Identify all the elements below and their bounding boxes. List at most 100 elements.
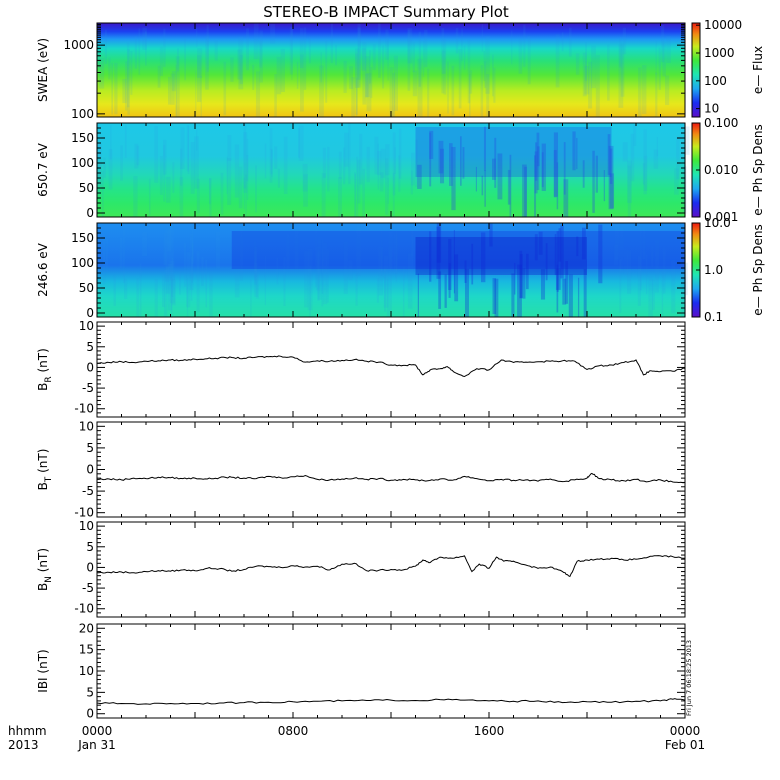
spectrogram-streak — [389, 67, 394, 117]
spectrogram-streak — [162, 272, 165, 308]
spectrogram-streak — [238, 166, 243, 209]
spectrogram-streak — [424, 29, 428, 68]
spectrogram-streak — [540, 269, 546, 300]
spectrogram-streak — [483, 51, 485, 81]
spectrogram-streak — [622, 27, 627, 55]
spectrogram-streak — [171, 71, 176, 92]
spectrogram-streak — [639, 224, 642, 291]
spectrogram-streak — [492, 54, 494, 97]
spectrogram-streak — [243, 132, 248, 193]
spectrogram-streak — [246, 28, 249, 71]
x-corner-label-year: 2013 — [8, 738, 39, 752]
spectrogram-streak — [436, 226, 441, 279]
spectrogram-streak — [325, 40, 328, 103]
spectrogram-streak — [351, 77, 355, 117]
spectrogram-streak — [269, 128, 273, 183]
spectrogram-streak — [582, 160, 585, 188]
spectrogram-streak — [134, 35, 138, 69]
spectrogram-streak — [483, 126, 486, 171]
spectrogram-streak — [196, 55, 202, 102]
swea-colorbar-label: e— Flux — [751, 46, 765, 94]
y-tick-label: 100 — [71, 107, 94, 121]
spectrogram-streak — [366, 72, 372, 112]
spectrogram-streak — [595, 55, 600, 117]
spectrogram-streak — [411, 226, 414, 257]
pad-650-spectrogram-panel: 0 50 100 150 650.7 eV 0.001 0.010 0.100 e— Ph Sp… — [36, 116, 765, 224]
spectrogram-streak — [170, 277, 173, 317]
y-tick-label: 150 — [71, 231, 94, 245]
spectrogram-streak — [264, 256, 266, 306]
y-tick-label: 5 — [86, 540, 94, 554]
spectrogram-streak — [191, 243, 194, 264]
spectrogram-streak — [184, 38, 186, 81]
y-tick-label: 100 — [71, 256, 94, 270]
spectrogram-streak — [349, 66, 353, 89]
spectrogram-streak — [357, 159, 361, 204]
y-tick-label: 10 — [79, 319, 94, 333]
y-tick-label: 20 — [79, 621, 94, 635]
spectrogram-streak — [205, 259, 208, 308]
spectrogram-streak — [165, 230, 169, 282]
spectrogram-streak — [655, 40, 657, 75]
spectrogram-streak — [223, 61, 227, 116]
spectrogram-streak — [481, 24, 483, 52]
y-tick-label: 5 — [86, 340, 94, 354]
spectrogram-streak — [378, 23, 381, 78]
y-tick-label: 0 — [86, 463, 94, 477]
spectrogram-streak — [585, 42, 587, 81]
spectrogram-streak — [184, 243, 187, 287]
br-panel: -10 -5 0 5 10 BR (nT) — [36, 319, 686, 418]
spectrogram-streak — [448, 238, 452, 291]
spectrogram-streak — [169, 224, 174, 269]
spectrogram-streak — [381, 227, 383, 276]
spectrogram-streak — [317, 251, 320, 301]
bmag-line — [96, 698, 686, 705]
spectrogram-streak — [441, 28, 445, 94]
spectrogram-streak — [253, 23, 259, 60]
swea-ylabel: SWEA (eV) — [36, 38, 50, 102]
spectrogram-streak — [671, 260, 676, 314]
spectrogram-streak — [398, 155, 401, 192]
bt-frame — [96, 421, 686, 518]
spectrogram-streak — [572, 131, 576, 171]
spectrogram-streak — [641, 65, 647, 115]
spectrogram-streak — [206, 24, 209, 72]
spectrogram-streak — [243, 123, 247, 189]
spectrogram-streak — [356, 156, 359, 217]
spectrogram-streak — [463, 45, 466, 70]
spectrogram-streak — [353, 172, 356, 217]
spectrogram-streak — [286, 233, 290, 270]
spectrogram-streak — [245, 174, 247, 217]
spectrogram-streak — [108, 57, 111, 80]
spectrogram-streak — [656, 137, 658, 157]
spectrogram-streak — [534, 151, 538, 194]
spectrogram-streak — [489, 223, 493, 247]
spectrogram-streak — [159, 46, 163, 77]
spectrogram-streak — [322, 147, 327, 178]
spectrogram-streak — [507, 169, 511, 205]
spectrogram-streak — [99, 58, 105, 89]
spectrogram-streak — [176, 48, 179, 72]
spectrogram-streak — [562, 278, 567, 305]
spectrogram-streak — [393, 234, 398, 274]
x-corner-label-hhmm: hhmm — [8, 724, 47, 738]
spectrogram-streak — [480, 65, 484, 117]
br-line — [96, 355, 686, 378]
spectrogram-streak — [227, 134, 232, 161]
spectrogram-streak — [519, 250, 523, 299]
spectrogram-streak — [276, 56, 282, 95]
spectrogram-streak — [280, 48, 285, 93]
spectrogram-streak — [250, 279, 252, 317]
spectrogram-streak — [209, 273, 213, 317]
spectrogram-streak — [565, 260, 569, 304]
spectrogram-streak — [556, 264, 559, 313]
spectrogram-streak — [372, 44, 376, 71]
y-tick-label: -5 — [82, 484, 94, 498]
spectrogram-streak — [138, 28, 141, 75]
spectrogram-streak — [365, 73, 369, 98]
spectrogram-streak — [167, 227, 172, 252]
spectrogram-streak — [623, 249, 628, 275]
spectrogram-streak — [186, 278, 189, 317]
spectrogram-streak — [387, 177, 389, 204]
